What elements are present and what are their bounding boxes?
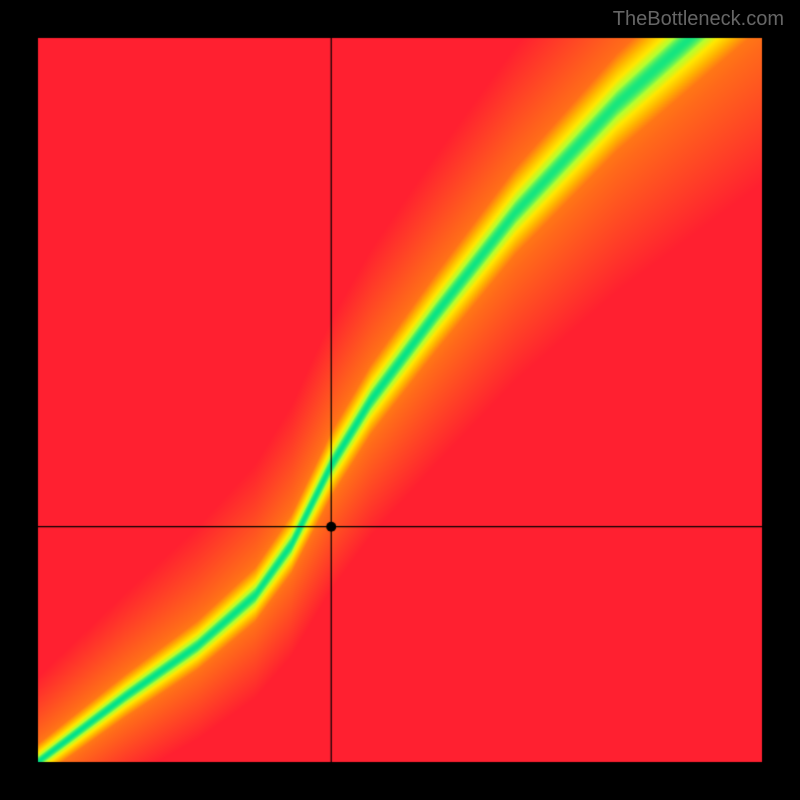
bottleneck-heatmap <box>0 0 800 800</box>
watermark-text: TheBottleneck.com <box>613 8 784 31</box>
chart-container: TheBottleneck.com <box>0 0 800 800</box>
